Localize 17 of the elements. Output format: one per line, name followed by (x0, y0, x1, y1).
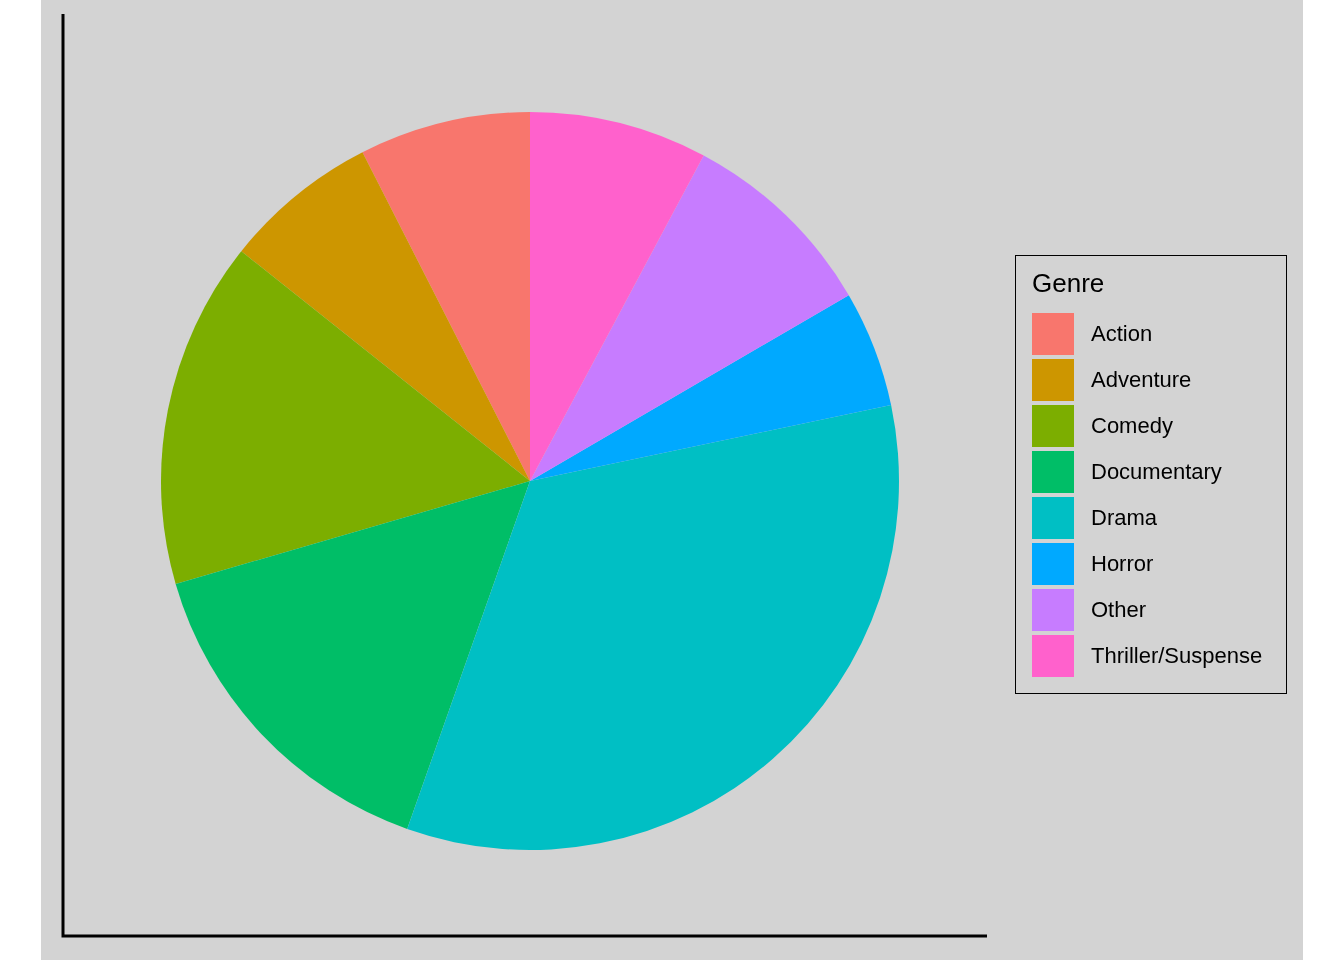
pie-slice (241, 152, 530, 481)
pie-slice (530, 295, 892, 481)
legend-label: Horror (1091, 551, 1154, 577)
legend-label: Drama (1091, 505, 1158, 531)
pie-slice (530, 112, 704, 481)
legend-label: Adventure (1091, 367, 1192, 393)
legend-label: Action (1091, 321, 1153, 347)
pie-slice (407, 405, 899, 850)
pie-slice (161, 251, 530, 584)
legend-label: Other (1091, 597, 1147, 623)
pie-slice (175, 481, 530, 829)
legend-label: Thriller/Suspense (1091, 643, 1263, 669)
pie-slice (362, 112, 530, 481)
legend-label: Comedy (1091, 413, 1173, 439)
legend-label: Documentary (1091, 459, 1222, 485)
pie-slice (530, 155, 849, 481)
legend-title: Genre (1032, 268, 1106, 299)
